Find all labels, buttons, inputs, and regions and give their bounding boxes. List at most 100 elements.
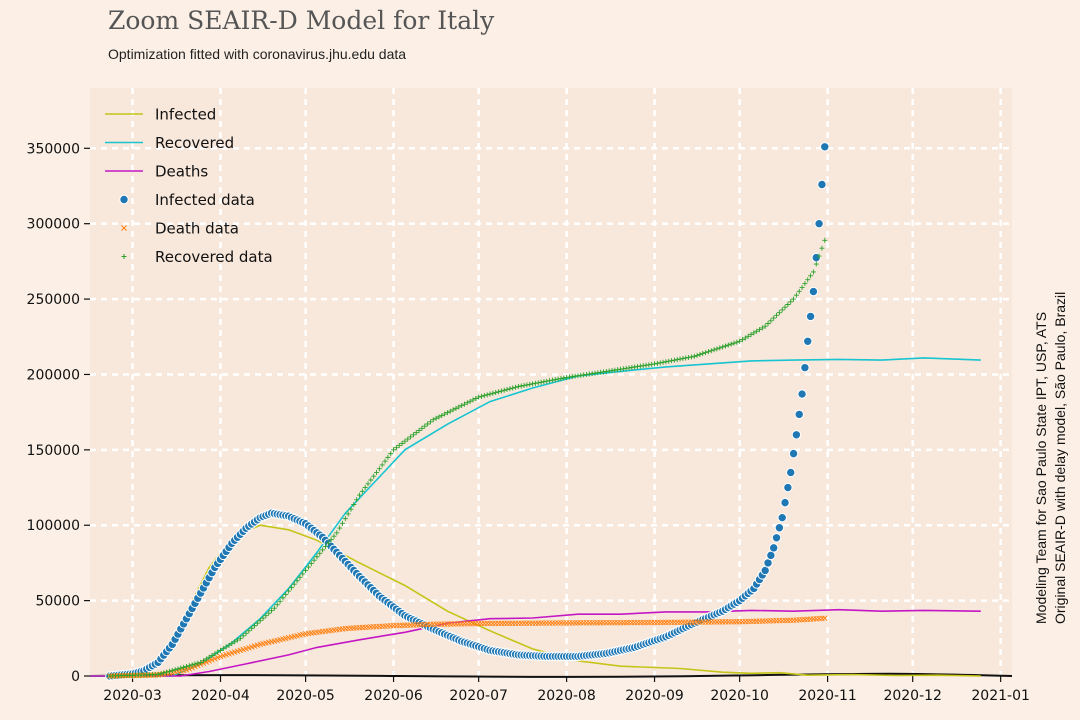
series-line-infected xyxy=(89,524,981,677)
x-tick-label: 2020-03 xyxy=(103,688,162,704)
data-point xyxy=(348,506,354,512)
data-point xyxy=(396,443,402,449)
data-point xyxy=(771,315,777,321)
data-point xyxy=(311,557,317,563)
x-tick-label: 2020-09 xyxy=(625,688,684,704)
data-point xyxy=(328,537,334,543)
data-point xyxy=(405,436,411,442)
legend-item: Death data xyxy=(121,220,239,238)
axes: 2020-03 2020-04 2020-05 2020-06 2020-07 2020-… xyxy=(27,141,1030,704)
data-point xyxy=(808,286,819,297)
data-point xyxy=(345,511,351,517)
y-tick-label: 150000 xyxy=(27,443,80,459)
data-point xyxy=(393,445,399,451)
data-point xyxy=(558,376,564,382)
data-point xyxy=(783,482,793,493)
data-point xyxy=(683,355,689,361)
data-point xyxy=(803,336,813,346)
data-point xyxy=(362,485,368,491)
data-point xyxy=(822,237,828,243)
data-point xyxy=(817,179,827,190)
data-point xyxy=(757,327,763,333)
data-point xyxy=(717,345,723,351)
data-point xyxy=(794,409,804,420)
data-point xyxy=(422,423,428,429)
data-point xyxy=(305,564,311,570)
data-point xyxy=(484,392,490,398)
data-point xyxy=(308,561,314,567)
x-axis-line xyxy=(89,672,1013,678)
data-point xyxy=(254,620,260,626)
data-point xyxy=(186,663,192,669)
data-point xyxy=(416,427,422,433)
data-point xyxy=(183,663,189,669)
data-point xyxy=(158,671,164,677)
data-point xyxy=(464,400,470,406)
x-tick-label: 2020-11 xyxy=(798,688,857,704)
data-point xyxy=(677,356,683,362)
data-point xyxy=(175,666,181,672)
data-point xyxy=(198,659,204,665)
plot-area xyxy=(90,88,1012,676)
x-tick-label: 2021-01 xyxy=(971,688,1030,704)
x-tick-label: 2020-07 xyxy=(449,688,508,704)
data-point xyxy=(780,497,790,508)
data-point xyxy=(754,328,760,334)
data-point xyxy=(820,142,830,152)
data-point xyxy=(791,430,802,440)
data-point xyxy=(263,613,269,619)
data-point xyxy=(277,598,283,604)
data-point xyxy=(223,644,229,650)
data-point xyxy=(819,245,825,251)
data-point xyxy=(155,671,161,677)
data-point xyxy=(399,440,405,446)
data-point xyxy=(671,357,677,363)
data-point xyxy=(652,361,658,367)
data-point xyxy=(771,533,782,543)
x-tick-label: 2020-08 xyxy=(537,688,596,704)
data-point xyxy=(461,401,467,407)
data-point xyxy=(413,430,419,436)
data-point xyxy=(674,357,680,363)
data-point xyxy=(391,447,397,453)
data-point xyxy=(791,296,797,302)
series-line-deaths xyxy=(90,608,981,677)
data-point xyxy=(240,633,246,639)
data-point xyxy=(206,654,212,660)
data-point xyxy=(249,625,255,631)
data-point xyxy=(374,469,380,475)
y-tick-label: 300000 xyxy=(27,217,80,233)
y-tick-label: 100000 xyxy=(27,518,80,534)
data-point xyxy=(487,391,493,397)
data-point xyxy=(762,323,768,329)
data-point xyxy=(286,588,292,594)
data-point xyxy=(703,350,709,356)
data-point xyxy=(524,382,530,388)
data-point xyxy=(515,384,521,390)
data-point xyxy=(260,615,266,621)
data-point xyxy=(351,502,357,507)
data-point xyxy=(552,377,558,383)
data-point xyxy=(686,354,692,360)
data-point xyxy=(229,640,235,646)
data-point xyxy=(779,307,785,313)
data-point xyxy=(745,333,751,339)
data-point xyxy=(300,571,306,577)
data-point xyxy=(169,667,175,673)
series-recovered-data xyxy=(107,237,828,679)
data-point xyxy=(334,530,340,536)
data-point xyxy=(490,390,496,396)
data-point xyxy=(821,615,828,622)
data-point xyxy=(419,425,425,431)
data-point xyxy=(808,273,814,279)
data-point xyxy=(481,393,487,399)
data-point xyxy=(663,359,669,365)
data-point xyxy=(215,649,221,655)
data-point xyxy=(501,387,507,393)
data-point xyxy=(337,525,343,531)
data-point xyxy=(271,605,277,611)
data-point xyxy=(161,670,167,676)
data-point xyxy=(226,642,232,648)
data-point xyxy=(232,639,238,645)
